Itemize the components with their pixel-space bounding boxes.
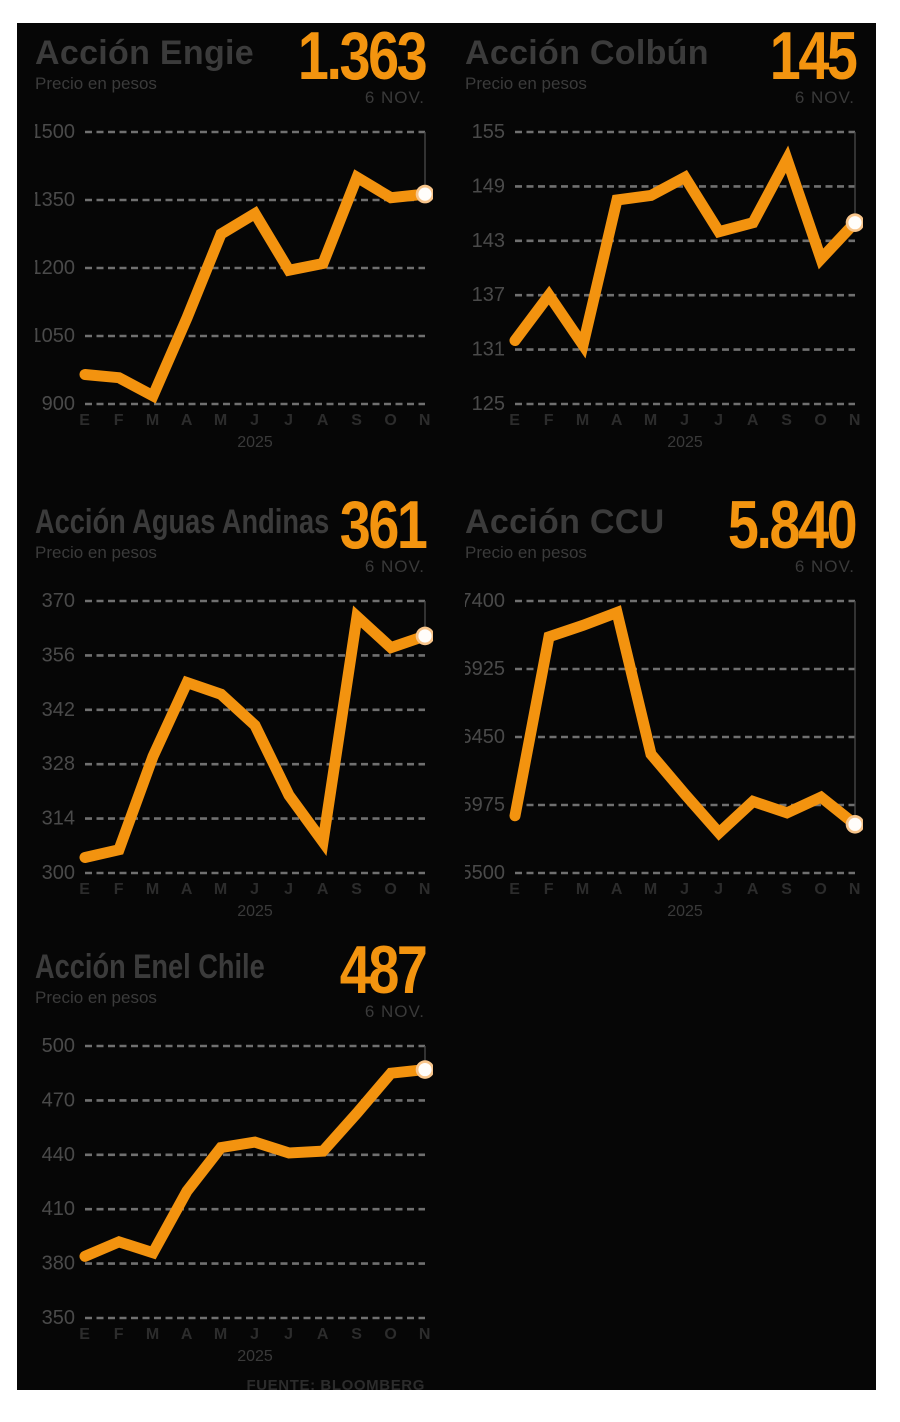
svg-text:J: J bbox=[680, 881, 690, 898]
svg-text:A: A bbox=[181, 1326, 193, 1343]
svg-text:A: A bbox=[611, 881, 623, 898]
svg-text:J: J bbox=[680, 412, 690, 429]
svg-text:A: A bbox=[317, 412, 329, 429]
svg-text:5975: 5975 bbox=[465, 794, 505, 816]
svg-text:1200: 1200 bbox=[35, 257, 75, 279]
svg-text:350: 350 bbox=[42, 1307, 75, 1329]
svg-text:J: J bbox=[250, 1326, 260, 1343]
svg-text:5500: 5500 bbox=[465, 862, 505, 884]
svg-text:300: 300 bbox=[42, 862, 75, 884]
svg-text:2025: 2025 bbox=[667, 903, 703, 920]
svg-text:380: 380 bbox=[42, 1253, 75, 1275]
svg-text:2025: 2025 bbox=[237, 434, 273, 451]
svg-text:S: S bbox=[351, 881, 362, 898]
svg-text:O: O bbox=[384, 1326, 397, 1343]
svg-text:N: N bbox=[419, 1326, 431, 1343]
svg-text:342: 342 bbox=[42, 699, 75, 721]
svg-text:S: S bbox=[781, 881, 792, 898]
svg-text:N: N bbox=[419, 412, 431, 429]
svg-text:314: 314 bbox=[42, 808, 75, 830]
svg-text:143: 143 bbox=[472, 230, 505, 252]
svg-text:155: 155 bbox=[472, 121, 505, 143]
svg-text:M: M bbox=[576, 881, 590, 898]
svg-text:137: 137 bbox=[472, 284, 505, 306]
svg-text:149: 149 bbox=[472, 175, 505, 197]
svg-text:M: M bbox=[214, 412, 228, 429]
svg-text:F: F bbox=[114, 412, 125, 429]
svg-text:7400: 7400 bbox=[465, 590, 505, 612]
svg-text:900: 900 bbox=[42, 393, 75, 415]
svg-text:M: M bbox=[214, 881, 228, 898]
svg-text:F: F bbox=[114, 881, 125, 898]
svg-text:2025: 2025 bbox=[667, 434, 703, 451]
svg-text:O: O bbox=[814, 881, 827, 898]
svg-text:O: O bbox=[384, 881, 397, 898]
svg-text:1050: 1050 bbox=[35, 325, 75, 347]
svg-text:F: F bbox=[544, 412, 555, 429]
svg-text:J: J bbox=[714, 881, 724, 898]
svg-text:440: 440 bbox=[42, 1144, 75, 1166]
svg-text:J: J bbox=[284, 881, 294, 898]
svg-text:A: A bbox=[747, 412, 759, 429]
svg-text:M: M bbox=[644, 881, 658, 898]
svg-text:J: J bbox=[714, 412, 724, 429]
svg-text:A: A bbox=[611, 412, 623, 429]
svg-text:1500: 1500 bbox=[35, 121, 75, 143]
svg-text:M: M bbox=[146, 881, 160, 898]
svg-text:A: A bbox=[317, 1326, 329, 1343]
svg-text:6450: 6450 bbox=[465, 726, 505, 748]
svg-text:M: M bbox=[644, 412, 658, 429]
svg-text:J: J bbox=[250, 412, 260, 429]
svg-text:131: 131 bbox=[472, 339, 505, 361]
svg-text:2025: 2025 bbox=[237, 1348, 273, 1365]
svg-text:E: E bbox=[509, 412, 520, 429]
svg-text:M: M bbox=[146, 1326, 160, 1343]
svg-text:E: E bbox=[79, 412, 90, 429]
svg-text:1350: 1350 bbox=[35, 189, 75, 211]
svg-text:328: 328 bbox=[42, 753, 75, 775]
svg-text:500: 500 bbox=[42, 1035, 75, 1057]
svg-text:A: A bbox=[747, 881, 759, 898]
svg-text:M: M bbox=[214, 1326, 228, 1343]
svg-text:A: A bbox=[317, 881, 329, 898]
svg-text:E: E bbox=[79, 881, 90, 898]
svg-text:N: N bbox=[419, 881, 431, 898]
svg-text:M: M bbox=[576, 412, 590, 429]
svg-text:J: J bbox=[284, 1326, 294, 1343]
svg-text:N: N bbox=[849, 412, 861, 429]
svg-text:S: S bbox=[351, 412, 362, 429]
svg-text:N: N bbox=[849, 881, 861, 898]
svg-text:O: O bbox=[384, 412, 397, 429]
svg-text:470: 470 bbox=[42, 1089, 75, 1111]
svg-text:A: A bbox=[181, 881, 193, 898]
svg-text:356: 356 bbox=[42, 644, 75, 666]
svg-text:J: J bbox=[284, 412, 294, 429]
svg-text:E: E bbox=[509, 881, 520, 898]
svg-text:125: 125 bbox=[472, 393, 505, 415]
svg-text:FUENTE: BLOOMBERG: FUENTE: BLOOMBERG bbox=[246, 1377, 425, 1390]
svg-text:F: F bbox=[544, 881, 555, 898]
svg-text:S: S bbox=[781, 412, 792, 429]
svg-text:J: J bbox=[250, 881, 260, 898]
svg-text:2025: 2025 bbox=[237, 903, 273, 920]
svg-text:S: S bbox=[351, 1326, 362, 1343]
svg-text:410: 410 bbox=[42, 1198, 75, 1220]
svg-text:O: O bbox=[814, 412, 827, 429]
svg-text:370: 370 bbox=[42, 590, 75, 612]
svg-text:F: F bbox=[114, 1326, 125, 1343]
svg-text:6925: 6925 bbox=[465, 658, 505, 680]
svg-text:A: A bbox=[181, 412, 193, 429]
svg-text:M: M bbox=[146, 412, 160, 429]
svg-text:E: E bbox=[79, 1326, 90, 1343]
